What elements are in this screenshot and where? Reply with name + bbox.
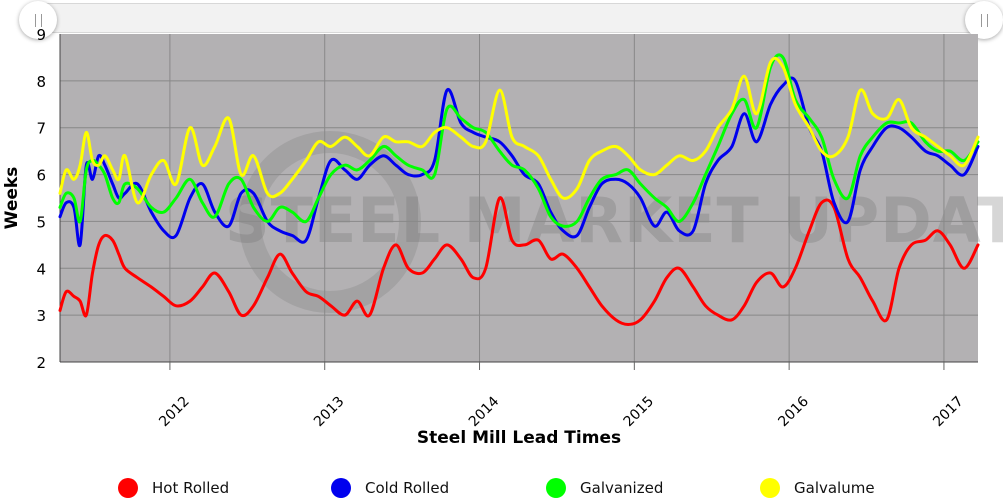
navigator-right-handle[interactable] xyxy=(965,1,1003,39)
watermark: STEEL MARKET UPDATE xyxy=(225,131,1003,313)
legend-item-hot-rolled[interactable]: Hot Rolled xyxy=(118,474,229,502)
legend-label: Galvanized xyxy=(580,479,664,497)
watermark-logo-icon xyxy=(239,131,421,313)
y-tick-label: 3 xyxy=(36,307,46,325)
y-axis-ticks: 2 3 4 5 6 7 8 9 xyxy=(36,26,46,372)
series-lines xyxy=(58,53,980,326)
y-tick-label: 7 xyxy=(36,120,46,138)
navigator-left-handle[interactable] xyxy=(19,1,57,39)
legend-item-galvalume[interactable]: Galvalume xyxy=(760,474,875,502)
x-axis-ticks: 2012 2013 2014 2015 2016 2017 xyxy=(156,362,967,430)
legend-item-cold-rolled[interactable]: Cold Rolled xyxy=(331,474,449,502)
x-tick-label: 2012 xyxy=(156,394,193,431)
series-line-hot-rolled xyxy=(58,196,980,326)
x-tick-label: 2013 xyxy=(311,394,348,431)
x-tick-label: 2017 xyxy=(930,394,967,431)
series-line-galvalume xyxy=(58,56,980,205)
y-tick-label: 4 xyxy=(36,260,46,278)
legend-dot-icon xyxy=(331,478,351,498)
grid xyxy=(59,34,978,363)
y-tick-label: 2 xyxy=(36,354,46,372)
y-tick-label: 6 xyxy=(36,167,46,185)
y-tick-label: 5 xyxy=(36,213,46,231)
y-tick-label: 9 xyxy=(36,26,46,44)
legend-label: Galvalume xyxy=(794,479,875,497)
legend-dot-icon xyxy=(118,478,138,498)
legend-dot-icon xyxy=(546,478,566,498)
y-tick-label: 8 xyxy=(36,73,46,91)
y-axis-label: Weeks xyxy=(2,167,22,230)
legend-label: Cold Rolled xyxy=(365,479,450,497)
x-tick-label: 2016 xyxy=(775,393,812,430)
x-tick-label: 2014 xyxy=(466,393,503,430)
legend-dot-icon xyxy=(760,478,780,498)
watermark-text: STEEL MARKET UPDATE xyxy=(225,184,1003,257)
legend-item-galvanized[interactable]: Galvanized xyxy=(546,474,663,502)
range-navigator[interactable] xyxy=(19,1,1003,39)
series-line-galvanized xyxy=(58,53,980,228)
legend-label: Hot Rolled xyxy=(152,479,230,497)
legend: Hot Rolled Cold Rolled Galvanized Galvalume xyxy=(0,474,1003,502)
x-tick-label: 2015 xyxy=(621,394,658,431)
grip-icon xyxy=(34,13,42,27)
plot-area xyxy=(60,34,978,362)
x-axis-label: Steel Mill Lead Times xyxy=(417,428,621,448)
grip-icon xyxy=(980,13,988,27)
